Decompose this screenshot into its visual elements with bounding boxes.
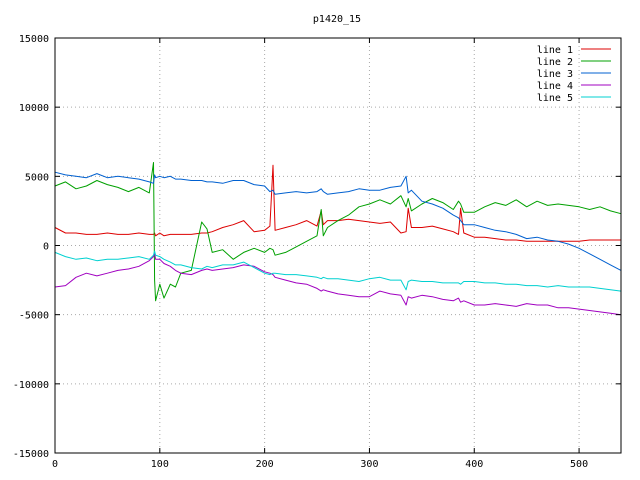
legend-label: line 1 (537, 45, 573, 56)
legend-label: line 4 (537, 81, 573, 92)
y-tick-label: 5000 (25, 172, 49, 183)
x-tick-label: 200 (256, 459, 274, 470)
y-tick-label: 15000 (19, 34, 49, 45)
series-line-4 (54, 251, 622, 316)
x-tick-label: 400 (465, 459, 483, 470)
y-tick-label: -15000 (13, 449, 49, 460)
axis-ticks: 0 100 200 300 400 500 15000 10000 5000 0 -5000 -100… (13, 34, 621, 470)
series-line-3 (54, 171, 622, 271)
x-tick-label: 100 (151, 459, 169, 470)
chart-title: p1420_15 (313, 14, 361, 25)
x-tick-label: 500 (570, 459, 588, 470)
series-lines (54, 162, 622, 316)
legend-label: line 3 (537, 69, 573, 80)
y-tick-label: 0 (43, 242, 49, 253)
y-tick-label: -10000 (13, 380, 49, 391)
y-tick-label: 10000 (19, 103, 49, 114)
legend-label: line 2 (537, 57, 573, 68)
series-line-5 (54, 250, 622, 292)
y-tick-label: -5000 (19, 311, 49, 322)
x-tick-label: 300 (360, 459, 378, 470)
x-tick-label: 0 (52, 459, 58, 470)
series-line-2 (54, 162, 622, 302)
legend-label: line 5 (537, 93, 573, 104)
